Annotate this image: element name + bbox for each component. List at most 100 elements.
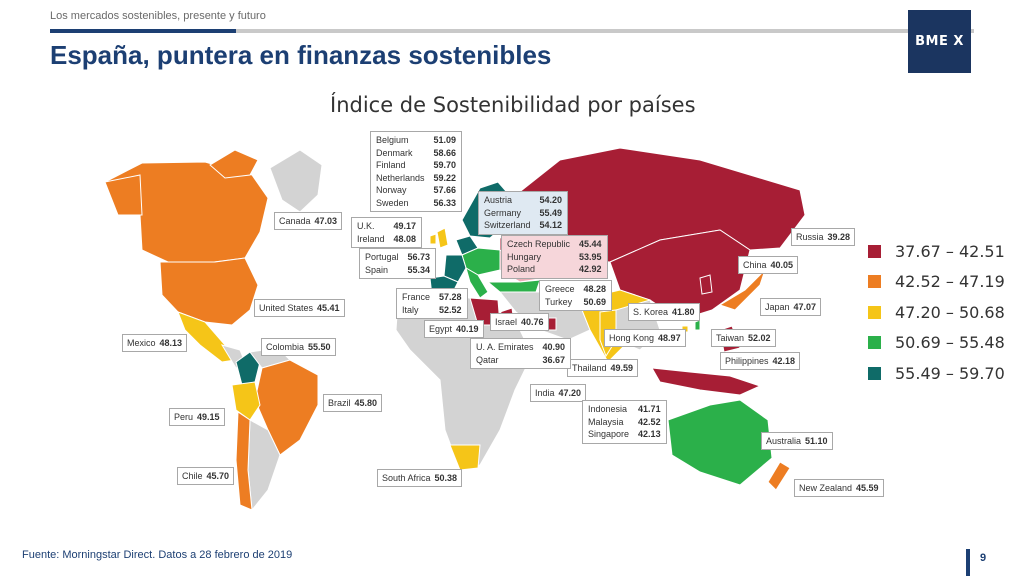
label-group-nordic: Belgium 51.09 Denmark 58.66 Finland 59.70 N… [370,131,463,212]
legend-item: 42.52 – 47.19 [868,267,1005,298]
legend-item: 37.67 – 42.51 [868,236,1005,267]
group-row: Qatar 36.67 [476,354,566,365]
group-row: Portugal 56.73 [365,252,431,262]
label-group-greece-turkey: Greece 48.28 Turkey 50.69 [539,280,613,311]
label-united-states: United States 45.41 [254,299,345,317]
label-mexico: Mexico 48.13 [122,334,188,352]
legend-swatch [868,244,881,258]
group-row: Poland 42.92 [507,264,602,274]
group-row: Indonesia 41.71 [588,404,661,414]
map-subtitle: Índice de Sostenibilidad por países [330,93,696,117]
group-row: Ireland 48.08 [357,233,417,244]
group-table-greece-turkey: Greece 48.28 Turkey 50.69 [544,283,607,308]
label-brazil: Brazil 45.80 [323,394,383,412]
bme-logo: BME X [908,10,971,73]
group-row: Singapore 42.13 [588,429,661,439]
region-greenland [269,149,323,213]
group-row: Spain 55.34 [365,264,431,275]
label-hong-kong: Hong Kong 48.97 [604,329,686,347]
label-group-iberia: Portugal 56.73 Spain 55.34 [359,248,437,279]
region-chile [235,411,253,511]
label-philippines: Philippines 42.18 [720,352,801,370]
label-s-korea: S. Korea 41.80 [628,303,700,321]
group-row: Malaysia 42.52 [588,416,661,427]
group-row: Germany 55.49 [484,207,563,218]
region-united-states [159,257,259,326]
label-south-africa: South Africa 50.38 [377,469,463,487]
region-south-africa [449,444,481,471]
region-new-zealand [767,461,791,491]
page-number-bar [966,549,970,576]
group-table-east: Czech Republic 45.44 Hungary 53.95 Poland 4… [506,238,603,276]
legend-label: 55.49 – 59.70 [895,363,1005,383]
legend-item: 50.69 – 55.48 [868,328,1005,359]
region-france [443,254,467,283]
group-table-southeast-asia: Indonesia 41.71 Malaysia 42.52 Singapore 42… [587,403,662,441]
group-row: Netherlands 59.22 [376,172,457,183]
region-korea [699,274,713,295]
region-brazil [254,359,319,456]
group-row: Finland 59.70 [376,160,457,170]
region-mexico [177,311,236,363]
region-taiwan [694,319,701,331]
region-peru [231,381,261,421]
label-thailand: Thailand 49.59 [567,359,639,377]
region-uk [436,227,449,249]
group-row: Turkey 50.69 [545,296,607,307]
group-table-gulf: U. A. Emirates 40.90 Qatar 36.67 [475,341,566,366]
label-israel: Israel 40.76 [490,313,549,331]
group-row: Switzerland 54.12 [484,220,563,230]
group-table-central: Austria 54.20 Germany 55.49 Switzerland 54.… [483,194,563,232]
group-row: Italy 52.52 [402,304,462,315]
group-row: Hungary 53.95 [507,251,602,262]
group-row: Belgium 51.09 [376,135,457,145]
top-caption: Los mercados sostenibles, presente y fut… [50,10,266,22]
label-egypt: Egypt 40.19 [424,320,484,338]
group-row: France 57.28 [402,292,462,302]
label-group-france-italy: France 57.28 Italy 52.52 [396,288,468,319]
label-australia: Australia 51.10 [761,432,833,450]
label-group-uk-ireland: U.K. 49.17 Ireland 48.08 [351,217,423,248]
group-row: U.K. 49.17 [357,221,417,231]
label-new-zealand: New Zealand 45.59 [794,479,884,497]
region-canada [104,161,269,263]
region-japan [718,269,766,311]
region-italy [465,266,489,299]
label-group-southeast-asia: Indonesia 41.71 Malaysia 42.52 Singapore 42… [582,400,667,444]
label-canada: Canada 47.03 [274,212,343,230]
legend-swatch [868,275,881,289]
header-rule-accent [50,29,236,33]
legend-label: 50.69 – 55.48 [895,333,1005,353]
group-row: Austria 54.20 [484,195,563,205]
group-table-france-italy: France 57.28 Italy 52.52 [401,291,463,316]
label-colombia: Colombia 55.50 [261,338,336,356]
group-row: Denmark 58.66 [376,147,457,158]
legend: 37.67 – 42.51 42.52 – 47.19 47.20 – 50.6… [868,236,1005,389]
group-row: Sweden 56.33 [376,197,457,208]
legend-swatch [868,305,881,319]
region-alaska [104,174,143,216]
group-row: Greece 48.28 [545,284,607,294]
label-peru: Peru 49.15 [169,408,225,426]
legend-swatch [868,336,881,350]
label-group-east: Czech Republic 45.44 Hungary 53.95 Poland 4… [501,235,608,279]
region-greece-turkey [486,279,541,293]
region-colombia [235,351,261,386]
group-table-nordic: Belgium 51.09 Denmark 58.66 Finland 59.70 N… [375,134,457,209]
region-australia [667,399,773,486]
region-ireland [429,233,437,245]
label-japan: Japan 47.07 [760,298,822,316]
label-taiwan: Taiwan 52.02 [711,329,776,347]
label-china: China 40.05 [738,256,799,274]
group-table-iberia: Portugal 56.73 Spain 55.34 [364,251,431,276]
legend-label: 47.20 – 50.68 [895,302,1005,322]
page-number: 9 [980,552,987,564]
label-group-gulf: U. A. Emirates 40.90 Qatar 36.67 [470,338,572,369]
group-row: Norway 57.66 [376,185,457,195]
source-note: Fuente: Morningstar Direct. Datos a 28 f… [22,549,293,561]
legend-label: 42.52 – 47.19 [895,272,1005,292]
region-indonesia [651,367,762,396]
slide-title: España, puntera en finanzas sostenibles [50,40,552,70]
region-canada-islands [209,149,259,179]
group-row: Czech Republic 45.44 [507,239,602,249]
